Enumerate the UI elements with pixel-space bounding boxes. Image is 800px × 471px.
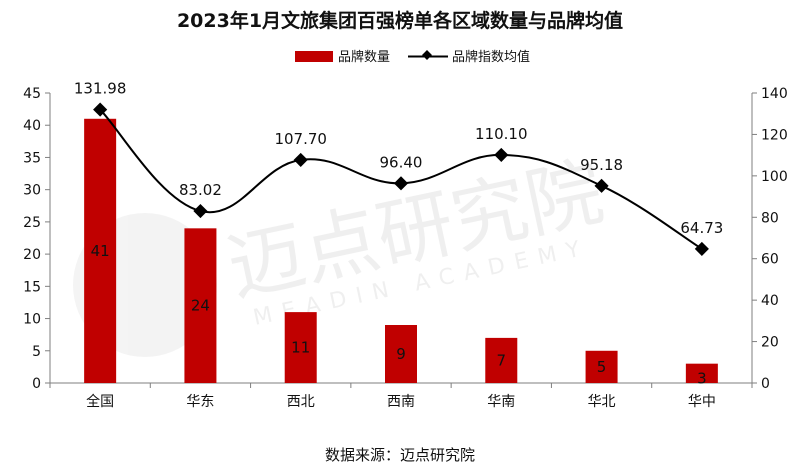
bar (385, 325, 417, 383)
right-tick-label: 140 (761, 86, 788, 102)
legend-bar-label: 品牌数量 (338, 49, 390, 65)
left-tick-label: 40 (23, 118, 41, 134)
left-tick-label: 30 (23, 183, 41, 199)
bar (685, 363, 718, 383)
x-tick-label: 华东 (186, 394, 214, 410)
left-tick-label: 25 (23, 215, 41, 231)
x-tick-label: 华中 (688, 394, 716, 410)
right-tick-label: 120 (761, 127, 788, 143)
x-tick-label: 西北 (287, 394, 315, 410)
line-point-marker (594, 178, 609, 193)
bar-data-label: 3 (697, 370, 707, 388)
line-data-label: 110.10 (475, 125, 528, 143)
x-tick-label: 全国 (86, 393, 114, 410)
line-point-marker (694, 241, 709, 256)
bar (485, 337, 518, 383)
line-data-label: 95.18 (580, 156, 623, 174)
line-point-marker (494, 147, 509, 163)
line-data-label: 64.73 (680, 219, 723, 237)
line-point-marker (293, 152, 308, 167)
right-tick-label: 40 (761, 293, 779, 309)
bar-data-label: 5 (597, 358, 607, 376)
bar (585, 350, 618, 383)
left-tick-label: 10 (23, 312, 41, 328)
line-point-marker (193, 203, 208, 219)
source-note: 数据来源：迈点研究院 (324, 446, 475, 464)
line-point-marker (393, 176, 409, 191)
line-data-label: 131.98 (74, 80, 127, 98)
bar-data-label: 7 (497, 351, 507, 369)
x-tick-label: 华北 (588, 394, 616, 410)
bar (84, 118, 117, 384)
left-tick-label: 20 (23, 247, 41, 263)
x-tick-label: 华南 (487, 394, 515, 410)
left-tick-label: 15 (23, 279, 41, 295)
x-tick-label: 西南 (387, 394, 415, 410)
legend-line-marker-icon (422, 50, 432, 60)
bar (284, 312, 317, 383)
right-tick-label: 60 (761, 252, 779, 268)
left-tick-label: 5 (32, 344, 41, 360)
right-tick-label: 20 (761, 335, 779, 351)
legend: 品牌数量 品牌指数均值 (295, 49, 530, 65)
bar-data-label: 11 (291, 339, 310, 357)
right-tick-label: 0 (761, 376, 770, 392)
chart-title: 2023年1月文旅集团百强榜单各区域数量与品牌均值 (176, 10, 624, 32)
left-tick-label: 0 (32, 376, 41, 392)
line-series: 131.98 83.02 107.70 96.40 110.10 95.18 64.73 (74, 80, 723, 256)
line-data-label: 96.40 (380, 153, 423, 171)
bar (184, 228, 217, 383)
bar-data-label: 41 (91, 242, 110, 260)
left-tick-label: 45 (23, 86, 41, 102)
bar-data-label: 9 (396, 345, 406, 363)
line-data-label: 107.70 (274, 130, 327, 148)
bars: 41 24 11 9 7 5 3 (84, 118, 718, 388)
left-tick-label: 35 (23, 150, 41, 166)
line-data-label: 83.02 (179, 181, 222, 199)
legend-line-label: 品牌指数均值 (452, 49, 530, 65)
right-tick-label: 80 (761, 210, 779, 226)
right-tick-label: 100 (761, 169, 788, 185)
bar-data-label: 24 (191, 297, 210, 315)
legend-bar-swatch (295, 51, 333, 62)
